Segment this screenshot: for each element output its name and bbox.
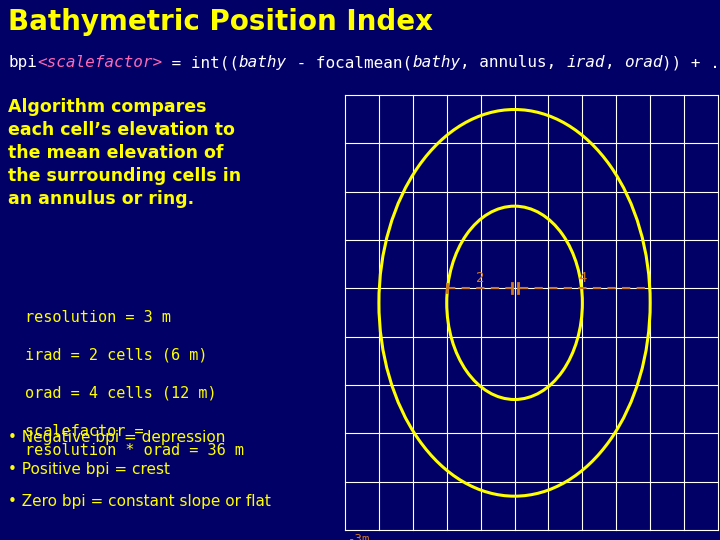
Text: irad: irad xyxy=(566,55,605,70)
Text: bathy: bathy xyxy=(413,55,460,70)
Text: = int((: = int(( xyxy=(162,55,239,70)
Text: resolution = 3 m: resolution = 3 m xyxy=(25,310,171,325)
Text: • Positive bpi = crest: • Positive bpi = crest xyxy=(8,462,170,477)
Text: )) + .5): )) + .5) xyxy=(662,55,720,70)
Text: 4: 4 xyxy=(578,271,587,285)
Text: irad = 2 cells (6 m): irad = 2 cells (6 m) xyxy=(25,348,207,363)
Text: , annulus,: , annulus, xyxy=(460,55,566,70)
Text: orad: orad xyxy=(624,55,662,70)
Text: Bathymetric Position Index: Bathymetric Position Index xyxy=(8,8,433,36)
Text: 2: 2 xyxy=(477,271,485,285)
Text: <scalefactor>: <scalefactor> xyxy=(37,55,162,70)
Text: • Negative bpi = depression: • Negative bpi = depression xyxy=(8,430,225,445)
Text: scalefactor =
resolution * orad = 36 m: scalefactor = resolution * orad = 36 m xyxy=(25,424,244,457)
Text: bpi: bpi xyxy=(8,55,37,70)
Text: -3m: -3m xyxy=(348,533,371,540)
Text: Algorithm compares
each cell’s elevation to
the mean elevation of
the surroundin: Algorithm compares each cell’s elevation… xyxy=(8,98,241,207)
Text: ,: , xyxy=(605,55,624,70)
Text: - focalmean(: - focalmean( xyxy=(287,55,413,70)
Text: • Zero bpi = constant slope or flat: • Zero bpi = constant slope or flat xyxy=(8,494,271,509)
Text: orad = 4 cells (12 m): orad = 4 cells (12 m) xyxy=(25,386,217,401)
Text: bathy: bathy xyxy=(239,55,287,70)
